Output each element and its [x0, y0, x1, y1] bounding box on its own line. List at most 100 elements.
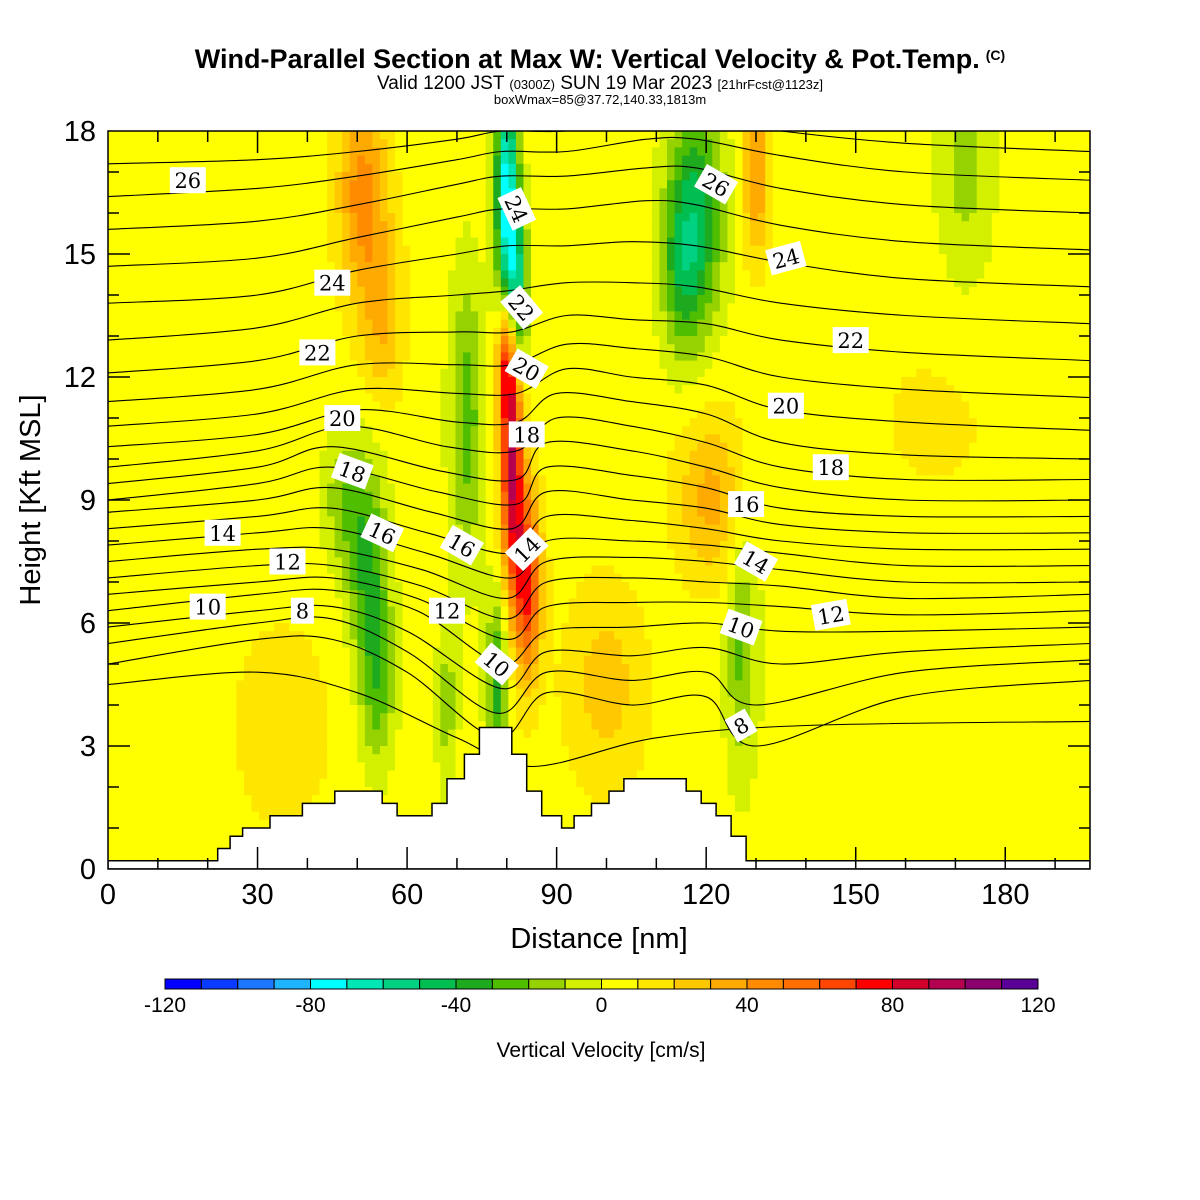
- field-cell: [636, 204, 645, 214]
- field-cell: [651, 385, 661, 394]
- field-cell: [568, 393, 577, 403]
- field-cell: [810, 360, 819, 370]
- field-cell: [878, 229, 887, 239]
- field-cell: [289, 311, 298, 321]
- field-cell: [818, 188, 827, 198]
- field-cell: [440, 155, 449, 165]
- field-cell: [931, 139, 940, 148]
- field-cell: [470, 163, 479, 173]
- field-cell: [130, 311, 139, 321]
- field-cell: [644, 336, 653, 345]
- field-cell: [236, 163, 245, 173]
- field-cell: [160, 245, 170, 255]
- field-cell: [364, 278, 373, 288]
- field-cell: [243, 409, 253, 419]
- field-cell: [546, 385, 555, 394]
- field-cell: [259, 377, 268, 386]
- field-cell: [576, 336, 585, 345]
- field-cell: [568, 319, 577, 329]
- field-cell: [198, 286, 207, 296]
- field-cell: [659, 286, 668, 296]
- field-cell: [455, 254, 464, 263]
- field-cell: [463, 319, 472, 329]
- field-cell: [795, 303, 804, 312]
- field-cell: [651, 352, 661, 362]
- field-cell: [432, 385, 441, 394]
- field-cell: [236, 434, 245, 444]
- field-cell: [500, 163, 509, 173]
- field-cell: [455, 426, 464, 435]
- field-cell: [848, 270, 857, 280]
- field-cell: [168, 213, 177, 222]
- field-cell: [765, 172, 774, 181]
- field-cell: [546, 295, 555, 304]
- field-cell: [296, 172, 305, 181]
- field-cell: [357, 221, 366, 230]
- field-cell: [1037, 204, 1046, 214]
- field-cell: [863, 188, 872, 198]
- field-cell: [311, 311, 321, 321]
- field-cell: [311, 385, 321, 394]
- field-cell: [266, 245, 275, 255]
- field-cell: [583, 245, 593, 255]
- field-cell: [191, 336, 200, 345]
- field-cell: [954, 237, 963, 247]
- field-cell: [674, 139, 683, 148]
- field-cell: [704, 434, 713, 444]
- field-cell: [160, 188, 170, 198]
- field-cell: [651, 434, 661, 444]
- field-cell: [636, 352, 645, 362]
- field-cell: [674, 401, 683, 411]
- field-cell: [379, 352, 389, 362]
- field-cell: [561, 262, 570, 271]
- field-cell: [750, 303, 759, 312]
- field-cell: [379, 327, 389, 337]
- field-cell: [470, 434, 479, 444]
- field-cell: [289, 229, 298, 239]
- field-cell: [644, 295, 653, 304]
- field-cell: [1022, 286, 1031, 296]
- field-cell: [750, 311, 759, 321]
- field-cell: [546, 245, 555, 255]
- field-cell: [500, 401, 509, 411]
- field-cell: [251, 401, 260, 411]
- field-cell: [311, 393, 321, 403]
- field-cell: [802, 418, 812, 427]
- field-cell: [855, 270, 864, 280]
- field-cell: [130, 262, 139, 271]
- field-cell: [825, 377, 834, 386]
- field-cell: [206, 426, 215, 435]
- field-cell: [236, 229, 245, 239]
- field-cell: [810, 352, 819, 362]
- field-cell: [1029, 262, 1038, 271]
- field-cell: [855, 311, 864, 321]
- field-cell: [175, 327, 185, 337]
- field-cell: [243, 418, 253, 427]
- field-cell: [115, 401, 124, 411]
- field-cell: [1014, 139, 1023, 148]
- field-cell: [795, 377, 804, 386]
- field-cell: [682, 172, 691, 181]
- field-cell: [327, 131, 336, 140]
- field-cell: [1037, 409, 1046, 419]
- field-cell: [372, 254, 381, 263]
- field-cell: [583, 262, 593, 271]
- field-cell: [931, 213, 940, 222]
- field-cell: [712, 360, 721, 370]
- field-cell: [379, 434, 389, 444]
- field-cell: [1082, 237, 1090, 247]
- field-cell: [160, 278, 170, 288]
- field-cell: [954, 426, 963, 435]
- field-cell: [274, 401, 283, 411]
- field-cell: [561, 213, 570, 222]
- field-cell: [757, 221, 766, 230]
- field-cell: [553, 196, 562, 206]
- field-cell: [727, 418, 736, 427]
- field-cell: [750, 434, 759, 444]
- field-cell: [734, 262, 744, 271]
- field-cell: [969, 360, 978, 370]
- field-cell: [440, 254, 449, 263]
- field-cell: [160, 213, 170, 222]
- field-cell: [493, 377, 502, 386]
- field-cell: [334, 385, 343, 394]
